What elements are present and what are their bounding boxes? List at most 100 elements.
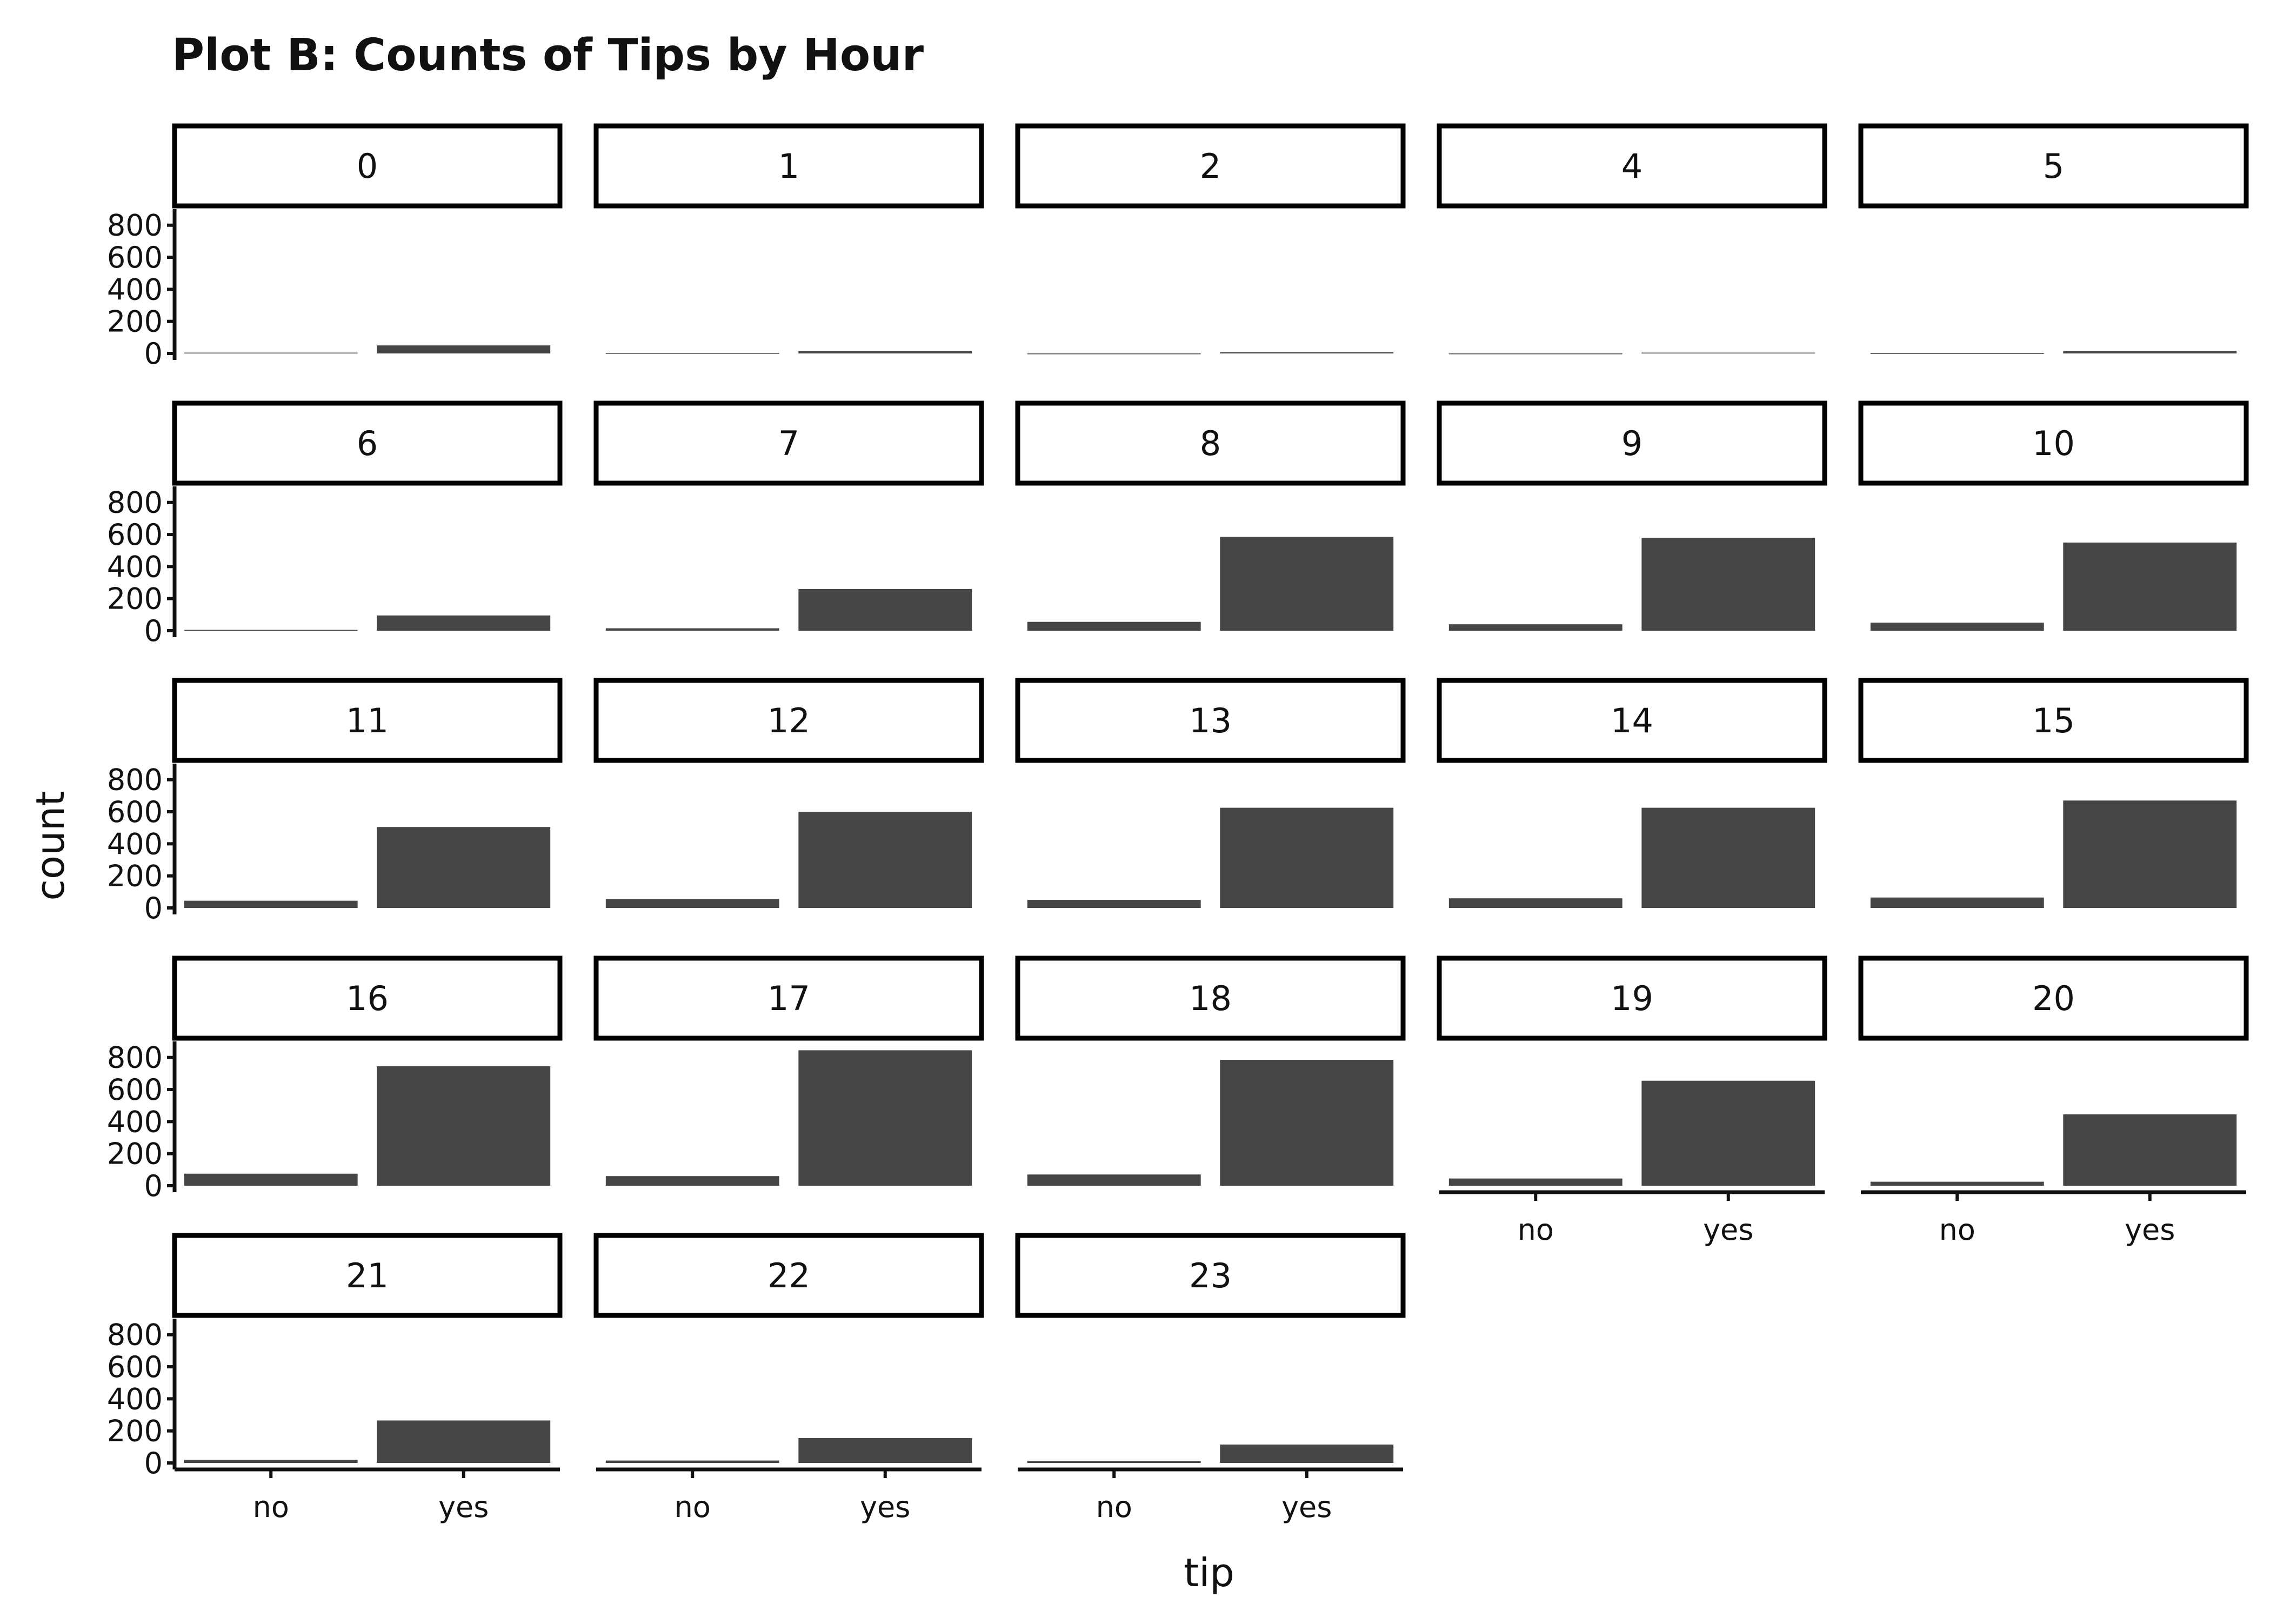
bar-hour-22-yes	[798, 1438, 972, 1463]
facet-panel-hour-17: 17	[593, 955, 984, 1186]
x-tick-label: no	[1096, 1490, 1132, 1524]
facet-panel-hour-5: 5	[1858, 123, 2249, 354]
facet-strip	[1858, 123, 2249, 209]
facet-panel-hour-20: 20 no yes	[1858, 955, 2249, 1247]
facet-strip	[593, 1233, 984, 1318]
bar-hour-8-no	[1027, 621, 1201, 631]
facet-panel-hour-18: 18	[1015, 955, 1406, 1186]
facet-strip-label: 1	[778, 146, 799, 186]
facet-strip-label: 7	[778, 424, 799, 463]
bar-hour-4-no	[1448, 353, 1623, 355]
x-tick-label: no	[675, 1490, 711, 1524]
bar-hour-19-yes	[1641, 1080, 1815, 1186]
facet-strip	[593, 678, 984, 763]
bar-hour-10-no	[1870, 623, 2044, 631]
facet-panel-hour-9: 9	[1437, 400, 1827, 631]
facet-strip-label: 20	[2032, 979, 2075, 1018]
bar-hour-11-no	[184, 900, 358, 908]
facet-panel-hour-2: 2	[1015, 123, 1406, 355]
bar-hour-20-yes	[2063, 1114, 2237, 1186]
y-tick-label: 800	[107, 763, 163, 797]
bar-hour-18-yes	[1220, 1060, 1394, 1186]
facet-strip	[1437, 955, 1827, 1041]
y-tick-label: 600	[107, 1073, 163, 1107]
y-tick-label: 0	[144, 1169, 163, 1203]
bar-hour-6-yes	[377, 615, 551, 631]
facet-panel-hour-19: 19 no yes	[1437, 955, 1827, 1247]
bar-hour-18-no	[1027, 1174, 1201, 1186]
y-tick-label: 400	[107, 272, 163, 306]
y-tick-label: 200	[107, 305, 163, 339]
facet-strip-label: 11	[346, 701, 389, 740]
facet-strip	[1858, 678, 2249, 763]
facet-panel-hour-23: 23 no yes	[1015, 1233, 1406, 1524]
bar-hour-16-yes	[377, 1066, 551, 1186]
facet-strip	[1015, 1233, 1406, 1318]
bar-hour-23-no	[1027, 1461, 1201, 1463]
facet-strip-label: 18	[1189, 979, 1232, 1018]
facet-strip-label: 2	[1200, 146, 1221, 186]
facet-strip	[1437, 123, 1827, 209]
bar-hour-1-yes	[798, 351, 972, 353]
x-tick-label: yes	[860, 1490, 910, 1524]
facet-strip	[1858, 955, 2249, 1041]
bar-hour-0-no	[184, 352, 358, 354]
y-tick-label: 600	[107, 518, 163, 552]
y-tick-label: 400	[107, 1382, 163, 1416]
bar-hour-17-yes	[798, 1050, 972, 1186]
facet-strip	[1015, 123, 1406, 209]
bar-hour-13-yes	[1220, 807, 1394, 908]
bar-hour-6-no	[184, 630, 358, 631]
y-tick-label: 400	[107, 1105, 163, 1139]
bar-hour-12-no	[605, 899, 779, 908]
y-tick-label: 400	[107, 827, 163, 861]
bar-hour-19-no	[1448, 1178, 1623, 1186]
y-tick-label: 600	[107, 240, 163, 275]
bar-hour-7-yes	[798, 589, 972, 631]
facet-panel-hour-4: 4	[1437, 123, 1827, 355]
chart-title: Plot B: Counts of Tips by Hour	[172, 30, 924, 81]
facet-strip	[1015, 678, 1406, 763]
bar-hour-14-yes	[1641, 807, 1815, 908]
facet-strip-label: 14	[1611, 701, 1653, 740]
bar-hour-13-no	[1027, 900, 1201, 908]
bar-hour-20-no	[1870, 1181, 2044, 1186]
bar-hour-10-yes	[2063, 542, 2237, 631]
facet-strip-label: 4	[1621, 146, 1643, 186]
facet-strip	[1858, 400, 2249, 486]
bar-hour-9-no	[1448, 624, 1623, 631]
y-tick-label: 800	[107, 209, 163, 243]
x-tick-label: no	[1939, 1213, 1975, 1247]
y-tick-label: 800	[107, 486, 163, 520]
y-tick-label: 600	[107, 795, 163, 829]
y-tick-label: 0	[144, 891, 163, 925]
bar-hour-5-yes	[2063, 351, 2237, 353]
facet-strip-label: 9	[1621, 424, 1643, 463]
y-tick-label: 200	[107, 582, 163, 616]
facet-strip-label: 0	[357, 146, 378, 186]
bar-hour-23-yes	[1220, 1444, 1394, 1463]
facet-strip-label: 8	[1200, 424, 1221, 463]
facet-strip	[172, 123, 563, 209]
y-tick-label: 800	[107, 1318, 163, 1352]
bar-hour-9-yes	[1641, 537, 1815, 631]
bar-hour-16-no	[184, 1173, 358, 1186]
facet-strip-label: 15	[2032, 701, 2075, 740]
facet-panel-hour-15: 15	[1858, 678, 2249, 908]
bar-hour-1-no	[605, 353, 779, 354]
bar-hour-21-yes	[377, 1420, 551, 1463]
bar-hour-4-yes	[1641, 352, 1815, 354]
facet-strip	[1437, 400, 1827, 486]
facet-panel-hour-8: 8	[1015, 400, 1406, 631]
bar-hour-11-yes	[377, 827, 551, 908]
y-axis-title: count	[28, 791, 73, 900]
y-tick-label: 400	[107, 550, 163, 584]
y-tick-label: 0	[144, 337, 163, 371]
bar-hour-22-no	[605, 1460, 779, 1463]
y-tick-label: 200	[107, 1137, 163, 1171]
